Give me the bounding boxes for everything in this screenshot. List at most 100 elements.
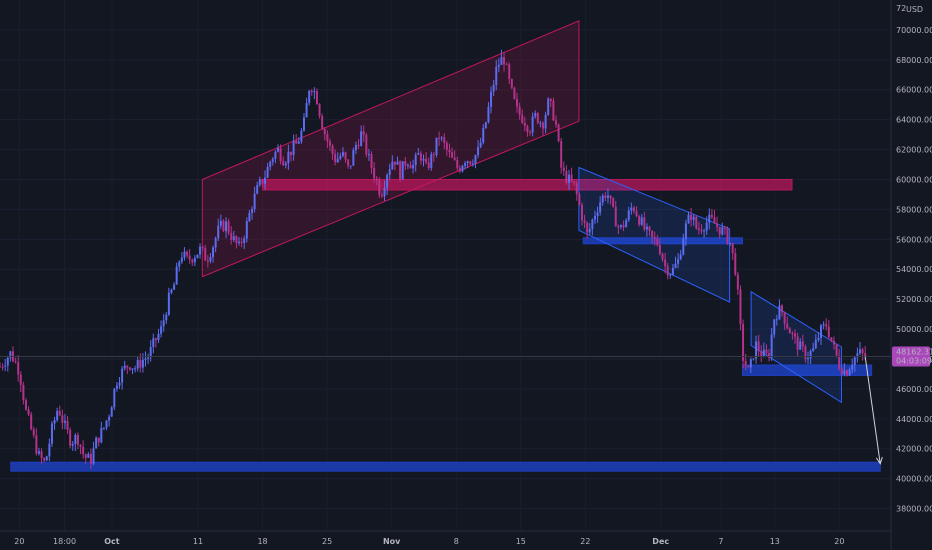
candle-body	[755, 341, 758, 359]
candle-body	[238, 241, 241, 244]
candle-body	[212, 247, 215, 258]
candle-body	[653, 236, 656, 239]
candle-body	[152, 338, 155, 348]
candle-body	[370, 154, 373, 168]
candle-body	[542, 122, 545, 129]
candle-body	[562, 167, 565, 171]
candle-body	[219, 220, 222, 226]
candle-body	[640, 217, 643, 225]
candle-body	[105, 420, 108, 428]
candle-body	[292, 140, 295, 156]
candle-body	[809, 350, 812, 359]
candle-body	[141, 359, 144, 368]
candle-body	[843, 370, 846, 375]
candle-body	[318, 104, 321, 117]
candle-body	[445, 143, 448, 150]
candle-body	[612, 198, 615, 207]
price-tag-value: 48162.31	[896, 348, 932, 357]
candle-body	[586, 222, 589, 233]
candle-body	[671, 267, 674, 275]
candle-body	[139, 360, 142, 368]
candle-body	[341, 152, 344, 156]
candle-body	[110, 407, 113, 417]
candle-body	[708, 214, 711, 223]
candle-body	[736, 274, 739, 290]
candle-body	[697, 228, 700, 230]
candle-body	[227, 221, 230, 233]
candle-body	[487, 106, 490, 123]
candle-body	[144, 358, 147, 360]
candle-body	[827, 326, 830, 338]
candle-body	[50, 423, 53, 444]
candle-body	[347, 159, 350, 166]
candle-body	[334, 153, 337, 163]
candle-body	[713, 217, 716, 224]
candle-body	[248, 212, 251, 222]
candle-body	[518, 106, 521, 115]
y-tick-label: 42000.00	[896, 445, 932, 454]
blue-zone-mid	[582, 237, 743, 245]
candle-body	[404, 161, 407, 166]
candle-body	[593, 215, 596, 220]
candle-body	[838, 355, 841, 369]
x-tick-label: 18:00	[53, 537, 76, 546]
candle-body	[157, 333, 160, 341]
candle-body	[48, 443, 51, 457]
candle-body	[531, 116, 534, 133]
candle-body	[352, 150, 355, 166]
candle-body	[734, 253, 737, 275]
candle-body	[853, 357, 856, 365]
candle-body	[406, 165, 409, 167]
candle-body	[440, 137, 443, 139]
candle-body	[232, 236, 235, 240]
candle-body	[0, 366, 1, 368]
candle-body	[154, 338, 157, 341]
candle-body	[580, 204, 583, 221]
candle-body	[609, 195, 612, 199]
x-tick-label: 18	[257, 537, 267, 546]
candle-body	[490, 91, 493, 107]
candle-body	[565, 170, 568, 183]
candle-body	[692, 216, 695, 220]
candle-body	[89, 453, 92, 464]
candle-body	[425, 158, 428, 163]
candle-body	[282, 161, 285, 166]
candle-body	[271, 158, 274, 162]
candle-body	[575, 183, 578, 195]
candles-layer	[0, 49, 867, 469]
candle-body	[245, 221, 248, 239]
candle-body	[69, 429, 72, 446]
candle-body	[669, 274, 672, 276]
candle-body	[258, 179, 261, 185]
candle-body	[305, 103, 308, 118]
candle-body	[477, 147, 480, 156]
price-tag-box	[892, 346, 930, 367]
x-tick-label: Dec	[652, 537, 669, 546]
candle-body	[315, 91, 318, 105]
x-tick-label: 8	[454, 537, 459, 546]
candle-body	[638, 216, 641, 225]
candle-body	[121, 368, 124, 383]
candle-body	[32, 429, 35, 436]
candle-body	[313, 91, 316, 93]
candle-body	[97, 437, 100, 443]
candle-body	[757, 341, 760, 352]
candle-body	[131, 368, 134, 370]
candle-body	[300, 130, 303, 142]
y-tick-label: 52000.00	[896, 295, 932, 304]
candle-body	[14, 361, 17, 363]
candle-body	[554, 120, 557, 125]
candle-body	[552, 100, 555, 121]
candle-body	[832, 340, 835, 345]
candle-body	[567, 174, 570, 183]
candle-body	[742, 324, 745, 361]
candle-body	[375, 178, 378, 181]
candle-body	[336, 158, 339, 163]
time-axis[interactable]: 20 18:00 Oct 11 18 25 Nov 8 15 22 Dec 7 13 20	[14, 537, 844, 546]
candle-body	[765, 349, 768, 354]
candle-body	[253, 193, 256, 210]
candle-body	[326, 134, 329, 142]
candle-body	[167, 292, 170, 315]
